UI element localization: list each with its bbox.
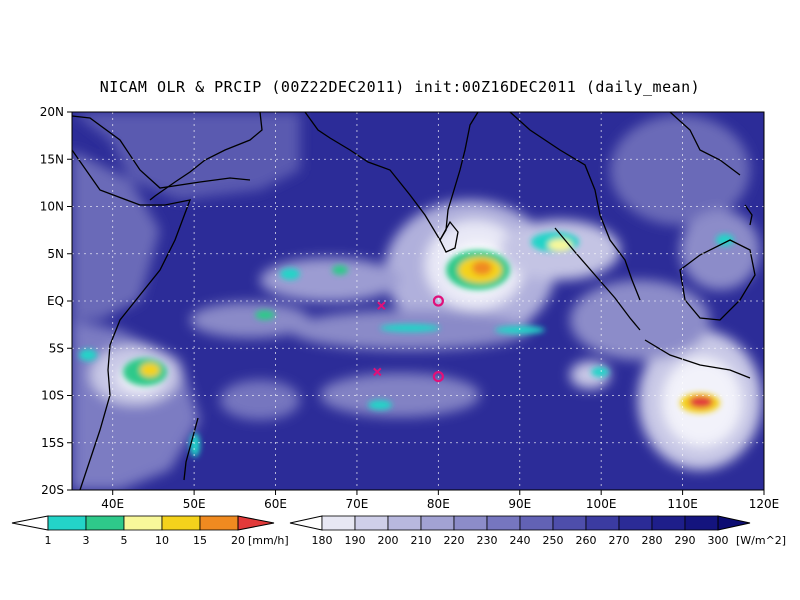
colorbar-label: 1 [45,534,52,547]
lon-tick-label: 80E [427,497,450,511]
colorbar-swatch [618,515,653,531]
colorbar-label: 180 [312,534,333,547]
storm-markers [373,295,444,383]
colorbar-unit: [mm/h] [248,534,289,547]
colorbar-swatch [684,515,719,531]
colorbar-label: 230 [477,534,498,547]
colorbar-label: 5 [121,534,128,547]
storm-circle-marker [432,295,444,307]
colorbar-label: 10 [155,534,169,547]
east-africa-coast [72,149,192,490]
colorbar-label: 15 [193,534,207,547]
lon-tick-label: 100E [586,497,617,511]
precip-colorbar: 1 3 5 10 15 20 [mm/h] [11,515,289,547]
colorbar-swatch [47,515,87,531]
lon-tick-label: 120E [749,497,780,511]
precip-field [79,232,734,457]
colorbar-label: 250 [543,534,564,547]
lat-tick-label: EQ [47,294,64,308]
arabian-coast [72,115,251,189]
olr-colorbar: 180 190 200 210 220 230 240 250 260 270 280 290 300 [… [289,515,786,547]
colorbar-label: 210 [411,534,432,547]
lat-tick-label: 10N [40,200,64,214]
colorbar-label: 280 [642,534,663,547]
arabian-peninsula-south [149,112,263,201]
java-coast [644,339,751,379]
colorbar-label: 270 [609,534,630,547]
colorbar-swatch [387,515,422,531]
colorbar-label: 300 [708,534,729,547]
lon-tick-label: 40E [101,497,124,511]
lat-tick-label: 5S [49,341,64,355]
storm-cross-marker [373,367,382,377]
lat-tick-label: 15N [40,152,64,166]
lat-tick-label: 20S [41,483,64,497]
lon-tick-label: 50E [183,497,206,511]
cross-stroke [373,367,382,377]
storm-circle-marker [432,371,444,383]
gridlines [72,112,764,490]
colorbar-swatch [161,515,201,531]
colorbar-swatch [123,515,163,531]
coastlines [72,112,756,490]
lon-tick-label: 70E [346,497,369,511]
colorbar-arrow-right [237,515,275,531]
lon-tick-label: 60E [264,497,287,511]
philippines-coast [744,204,753,226]
southeast-asia-coast [509,112,641,301]
sumatra-coast [554,227,641,331]
colorbar-unit: [W/m^2] [736,534,786,547]
colorbar-label: 190 [345,534,366,547]
colorbar-swatch [552,515,587,531]
colorbar-swatch [85,515,125,531]
madagascar-coast [183,417,199,481]
lon-tick-label: 110E [667,497,698,511]
colorbar-arrow-right [717,515,751,531]
lat-tick-label: 5N [47,247,64,261]
lat-tick-label: 10S [41,389,64,403]
colorbar-swatch [585,515,620,531]
storm-cross-marker [377,301,386,310]
colorbar-label: 200 [378,534,399,547]
colorbar-swatch [651,515,686,531]
sri-lanka-coast [439,220,459,253]
colorbar-label: 220 [444,534,465,547]
colorbar-label: 3 [83,534,90,547]
colorbar-label: 240 [510,534,531,547]
colorbar-swatch [519,515,554,531]
cross-stroke [377,301,386,310]
colorbar-swatch [420,515,455,531]
colorbar-label: 260 [576,534,597,547]
map-field [72,112,764,490]
colorbar-swatch [453,515,488,531]
colorbar-swatch [354,515,389,531]
colorbar-label: 290 [675,534,696,547]
india-coast [304,112,479,242]
colorbar-arrow-left [289,515,323,531]
colorbar-swatch [321,515,356,531]
vietnam-coast [669,112,741,176]
lon-tick-label: 90E [508,497,531,511]
lat-tick-label: 20N [40,105,64,119]
colorbar-swatch [486,515,521,531]
lat-tick-label: 15S [41,436,64,450]
borneo-coast [679,239,756,321]
colorbar-arrow-left [11,515,49,531]
chart-title: NICAM OLR & PRCIP (00Z22DEC2011) init:00… [99,78,701,96]
colorbar-swatch [199,515,239,531]
colorbar-label: 20 [231,534,245,547]
map-axes: 20N 15N 10N 5N EQ 5S 10S 15S 20S 40E 50E 60E 70E 80E 9… [40,105,780,511]
